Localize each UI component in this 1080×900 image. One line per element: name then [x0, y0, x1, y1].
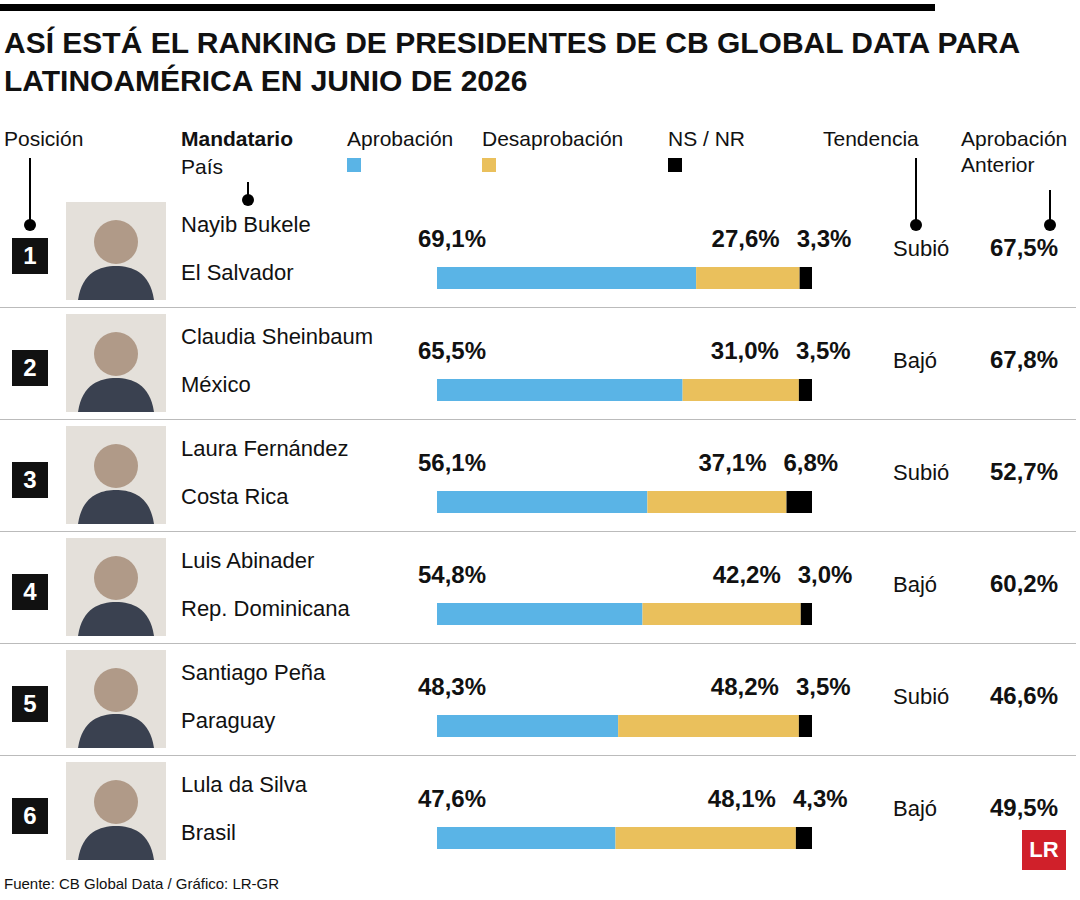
html-text:Subió: Subió	[893, 684, 950, 709]
html-text:Luis Abinader: Luis Abinader	[181, 548, 315, 573]
html-text:67,8%: 67,8%	[989, 346, 1058, 373]
svg-text:69,1%: 69,1%	[418, 225, 486, 252]
svg-text:31,0%: 31,0%	[711, 337, 779, 364]
html-text:Mandatario: Mandatario	[181, 127, 293, 150]
html-text:Subió: Subió	[893, 236, 950, 261]
html-text:6: 6	[23, 802, 37, 829]
html-text:Nayib Bukele: Nayib Bukele	[181, 212, 311, 237]
html-text:3: 3	[23, 466, 37, 493]
html-text:Tendencia: Tendencia	[823, 127, 919, 150]
svg-text:42,2%: 42,2%	[713, 561, 781, 588]
html-text:Rep. Dominicana: Rep. Dominicana	[181, 596, 350, 621]
svg-text:6,8%: 6,8%	[784, 449, 839, 476]
html-text:Aprobación Anterior: Aprobación Anterior	[961, 127, 1068, 176]
html-text:Lula da Silva: Lula da Silva	[181, 772, 307, 797]
svg-text:47,6%: 47,6%	[418, 785, 486, 812]
html-text:Aprobación: Aprobación	[347, 127, 454, 150]
html-text:4: 4	[23, 578, 37, 605]
html-text:Bajó: Bajó	[893, 796, 937, 821]
html-text:49,5%: 49,5%	[989, 794, 1058, 821]
html-text:5: 5	[23, 690, 37, 717]
html-text:El Salvador: El Salvador	[181, 260, 294, 285]
html-text:ASÍ ESTÁ EL RANKING DE PRESIDE: ASÍ ESTÁ EL RANKING DE PRESIDENTES DE CB…	[4, 26, 1020, 97]
svg-text:3,0%: 3,0%	[798, 561, 853, 588]
html-text:Costa Rica: Costa Rica	[181, 484, 289, 509]
svg-text:56,1%: 56,1%	[418, 449, 486, 476]
html-text:Fuente: CB Global Data / Gráfi: Fuente: CB Global Data / Gráfico: LR-GR	[4, 875, 280, 892]
html-text:Laura Fernández: Laura Fernández	[181, 436, 349, 461]
svg-text:48,1%: 48,1%	[708, 785, 776, 812]
html-text:Bajó: Bajó	[893, 348, 937, 373]
html-text:46,6%: 46,6%	[989, 682, 1058, 709]
html-text:NS / NR: NS / NR	[668, 127, 745, 150]
html-text:País: País	[181, 155, 223, 178]
html-text:Santiago Peña: Santiago Peña	[181, 660, 326, 685]
html-text:Claudia Sheinbaum: Claudia Sheinbaum	[181, 324, 373, 349]
html-text:Posición: Posición	[4, 127, 84, 150]
svg-text:3,3%: 3,3%	[797, 225, 852, 252]
html-text:60,2%: 60,2%	[989, 570, 1058, 597]
svg-text:4,3%: 4,3%	[793, 785, 848, 812]
html-text:Paraguay: Paraguay	[181, 708, 276, 733]
svg-text:3,5%: 3,5%	[796, 337, 851, 364]
html-text:México: México	[181, 372, 251, 397]
html-text:1: 1	[23, 242, 37, 269]
svg-text:37,1%: 37,1%	[698, 449, 766, 476]
html-text:Desaprobación: Desaprobación	[482, 127, 624, 150]
svg-text:65,5%: 65,5%	[418, 337, 486, 364]
html-text:LR: LR	[1029, 837, 1059, 862]
html-text:52,7%: 52,7%	[989, 458, 1058, 485]
html-text:Brasil: Brasil	[181, 820, 236, 845]
html-text:Subió: Subió	[893, 460, 950, 485]
svg-text:54,8%: 54,8%	[418, 561, 486, 588]
svg-text:27,6%: 27,6%	[712, 225, 780, 252]
svg-text:3,5%: 3,5%	[796, 673, 851, 700]
svg-text:48,2%: 48,2%	[711, 673, 779, 700]
html-text:67,5%: 67,5%	[989, 234, 1058, 261]
svg-text:48,3%: 48,3%	[418, 673, 486, 700]
html-text:Bajó: Bajó	[893, 572, 937, 597]
html-text:2: 2	[23, 354, 37, 381]
